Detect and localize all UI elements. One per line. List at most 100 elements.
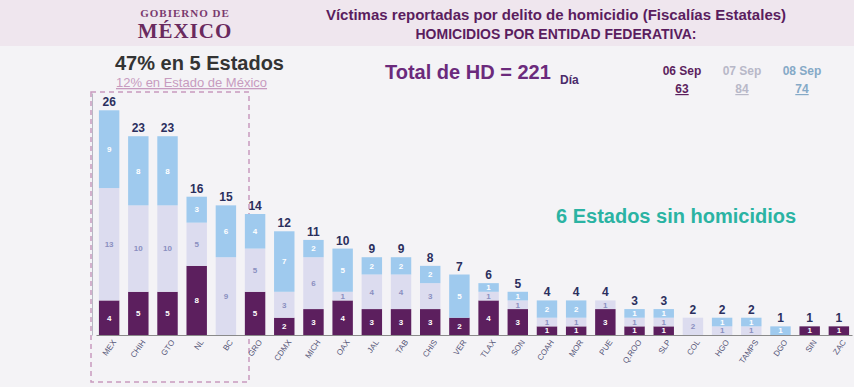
segment-label: 3 — [370, 318, 375, 327]
x-tick: SLP — [657, 338, 673, 356]
bar-segment — [303, 309, 323, 335]
bar-segment — [216, 257, 236, 335]
series-group — [99, 266, 849, 335]
bar-segment — [449, 318, 469, 335]
total-label: 5 — [514, 277, 521, 291]
x-tick-label: SON — [510, 338, 527, 358]
total-label: 12 — [278, 216, 292, 230]
x-tick-label: JAL — [366, 338, 382, 355]
bar-segment — [420, 283, 440, 309]
bar-segment — [362, 275, 382, 310]
total-label: 11 — [307, 225, 320, 239]
bar-segment — [537, 326, 557, 335]
segment-label: 3 — [399, 318, 404, 327]
segment-label: 10 — [163, 244, 172, 253]
segment-label: 1 — [720, 326, 725, 335]
bar-segment — [799, 326, 819, 335]
x-tick: VER — [452, 338, 469, 357]
logo-line: MÉXICO — [138, 19, 233, 43]
bar-segment — [332, 300, 352, 335]
bar-segment — [683, 318, 703, 335]
total-label: 14 — [248, 199, 262, 213]
bar-segment — [624, 326, 644, 335]
bar-segment — [770, 326, 790, 335]
total-label: 3 — [660, 294, 667, 308]
plot-area — [99, 110, 849, 335]
bar-segment — [683, 317, 703, 318]
bar-segment — [186, 197, 206, 223]
segment-label: 5 — [457, 292, 462, 301]
segment-label: 1 — [662, 318, 667, 327]
bar-segment — [624, 318, 644, 327]
total-label: 9 — [398, 242, 405, 256]
x-tick-label: COAH — [535, 338, 556, 362]
x-tick: JAL — [366, 338, 382, 355]
bar-segment — [654, 309, 674, 318]
segment-label: 13 — [105, 240, 114, 249]
total-label: 23 — [161, 121, 175, 135]
bar-segment — [595, 309, 615, 335]
total-label: 9 — [368, 242, 375, 256]
bar-segment — [303, 240, 323, 257]
bar-segment — [186, 223, 206, 266]
bar-segment — [478, 300, 498, 335]
x-tick-label: CDMX — [272, 338, 293, 363]
segment-label: 1 — [632, 326, 637, 335]
x-tick-label: MOR — [567, 338, 585, 359]
total-label: 4 — [544, 285, 551, 299]
segment-label: 1 — [749, 326, 754, 335]
bar-segment — [245, 249, 265, 292]
segment-label: 1 — [486, 292, 491, 301]
bar-segment — [566, 326, 586, 335]
total-label: 4 — [573, 285, 580, 299]
x-tick-label: MICH — [303, 338, 322, 360]
segment-label: 1 — [516, 292, 521, 301]
bar-segment — [157, 292, 177, 335]
bar-segment — [99, 300, 119, 335]
x-tick: TAMPS — [738, 338, 761, 365]
segment-label: 1 — [778, 326, 783, 335]
bar-segment — [712, 318, 732, 327]
total-label: 8 — [427, 251, 434, 265]
bar-segment — [332, 292, 352, 301]
x-tick-label: PUE — [598, 338, 615, 357]
x-tick-label: SLP — [657, 338, 673, 356]
header-band — [0, 0, 854, 46]
bar-segment — [420, 309, 440, 335]
segment-label: 4 — [486, 314, 491, 323]
x-tick-label: OAX — [335, 338, 352, 358]
segment-label: 4 — [399, 288, 404, 297]
total-label: 1 — [836, 311, 843, 325]
total-label: 26 — [102, 95, 116, 109]
chart-container: GOBIERNO DEMÉXICOVíctimas reportadas por… — [0, 0, 854, 387]
total-label: 4 — [602, 285, 609, 299]
x-tick: DGO — [772, 338, 790, 358]
x-tick: MOR — [567, 338, 585, 359]
legend-entry: 06 Sep — [663, 64, 702, 78]
chart-svg: GOBIERNO DEMÉXICOVíctimas reportadas por… — [0, 0, 854, 387]
background — [0, 0, 854, 387]
segment-label: 3 — [603, 318, 608, 327]
x-tick-label: COL — [685, 338, 702, 357]
segment-label: 5 — [194, 240, 199, 249]
x-tick: BC — [221, 338, 235, 352]
segment-label: 8 — [194, 296, 199, 305]
x-tick-label: DGO — [772, 338, 790, 358]
bar-segment — [99, 110, 119, 188]
segment-label: 8 — [136, 167, 141, 176]
segment-label: 1 — [632, 318, 637, 327]
x-tick-label: TAMPS — [738, 338, 761, 365]
x-tick-label: VER — [452, 338, 469, 357]
segment-label: 2 — [545, 305, 550, 314]
subtitle: HOMICIDIOS POR ENTIDAD FEDERATIVA: — [415, 26, 696, 42]
segment-label: 2 — [399, 262, 404, 271]
bar-segment — [274, 318, 294, 335]
total-label: 15 — [219, 190, 233, 204]
x-tick: ZAC — [831, 338, 848, 356]
segment-label: 9 — [224, 292, 229, 301]
bar-segment — [566, 318, 586, 327]
x-tick-label: BC — [221, 338, 235, 352]
bar-segment — [537, 300, 557, 317]
segment-label: 1 — [662, 309, 667, 318]
total-label: 2 — [690, 303, 697, 317]
